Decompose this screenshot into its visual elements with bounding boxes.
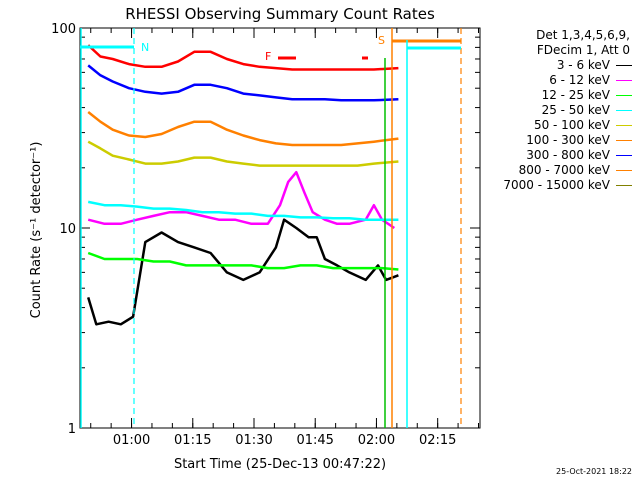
legend-item-label: 25 - 50 keV bbox=[541, 103, 610, 117]
y-axis-label: Count Rate (s⁻¹ detector⁻¹) bbox=[29, 142, 44, 319]
legend-item-label: 7000 - 15000 keV bbox=[503, 178, 610, 192]
y-tick-label: 1 bbox=[68, 422, 76, 437]
legend-item: 7000 - 15000 keV bbox=[486, 178, 634, 193]
x-tick-label: 02:00 bbox=[358, 433, 395, 448]
legend-swatch bbox=[616, 140, 632, 141]
legend-item: 300 - 800 keV bbox=[486, 148, 634, 163]
x-tick-label: 02:15 bbox=[419, 433, 456, 448]
legend-item-label: 50 - 100 keV bbox=[533, 118, 610, 132]
legend-swatch bbox=[616, 125, 632, 126]
legend-item: 3 - 6 keV bbox=[486, 58, 634, 73]
flare-label: F bbox=[265, 50, 271, 63]
legend-item-label: 300 - 800 keV bbox=[526, 148, 610, 162]
legend-swatch bbox=[616, 110, 632, 111]
legend-item: 6 - 12 keV bbox=[486, 73, 634, 88]
legend-item-label: 100 - 300 keV bbox=[526, 133, 610, 147]
series-line-5 bbox=[87, 111, 399, 147]
y-tick-label: 10 bbox=[59, 222, 76, 237]
x-tick-label: 01:45 bbox=[296, 433, 333, 448]
saa-label: S bbox=[378, 34, 385, 47]
series-line-4 bbox=[87, 140, 399, 167]
legend-swatch bbox=[616, 80, 632, 81]
legend-swatch bbox=[616, 185, 632, 186]
legend-item: 100 - 300 keV bbox=[486, 133, 634, 148]
legend-item-label: 3 - 6 keV bbox=[556, 58, 610, 72]
x-tick-label: 01:30 bbox=[235, 433, 272, 448]
footer-timestamp: 25-Oct-2021 18:22 bbox=[556, 467, 632, 476]
series-line-1 bbox=[87, 170, 395, 230]
legend-swatch bbox=[616, 95, 632, 96]
legend-item: 25 - 50 keV bbox=[486, 103, 634, 118]
legend-item-label: 6 - 12 keV bbox=[549, 73, 610, 87]
legend-item-label: 800 - 7000 keV bbox=[518, 163, 610, 177]
legend-item: 800 - 7000 keV bbox=[486, 163, 634, 178]
series-line-6 bbox=[87, 64, 399, 102]
legend-swatch bbox=[616, 170, 632, 171]
legend-header-line-2: FDecim 1, Att 0 bbox=[536, 43, 630, 57]
chart-title: RHESSI Observing Summary Count Rates bbox=[125, 5, 435, 23]
series-line-0 bbox=[87, 218, 399, 326]
series-line-3 bbox=[87, 200, 399, 221]
x-tick-label: 01:00 bbox=[113, 433, 150, 448]
legend-item: 12 - 25 keV bbox=[486, 88, 634, 103]
legend-item: 50 - 100 keV bbox=[486, 118, 634, 133]
series-line-2 bbox=[87, 251, 399, 271]
legend-swatch bbox=[616, 65, 632, 66]
x-axis-label: Start Time (25-Dec-13 00:47:22) bbox=[174, 457, 386, 472]
series-line-7 bbox=[87, 44, 399, 71]
legend-swatch bbox=[616, 155, 632, 156]
legend-item-label: 12 - 25 keV bbox=[541, 88, 610, 102]
x-tick-label: 01:15 bbox=[174, 433, 211, 448]
legend: Det 1,3,4,5,6,9, FDecim 1, Att 0 3 - 6 k… bbox=[486, 28, 634, 193]
night-label: N bbox=[141, 41, 149, 54]
plot-layer: 1 10 100 01:00 01:15 01:30 01:45 02:00 02:15 N F S bbox=[51, 22, 481, 448]
legend-header-line-1: Det 1,3,4,5,6,9, bbox=[536, 28, 630, 42]
y-tick-label: 100 bbox=[51, 22, 76, 37]
